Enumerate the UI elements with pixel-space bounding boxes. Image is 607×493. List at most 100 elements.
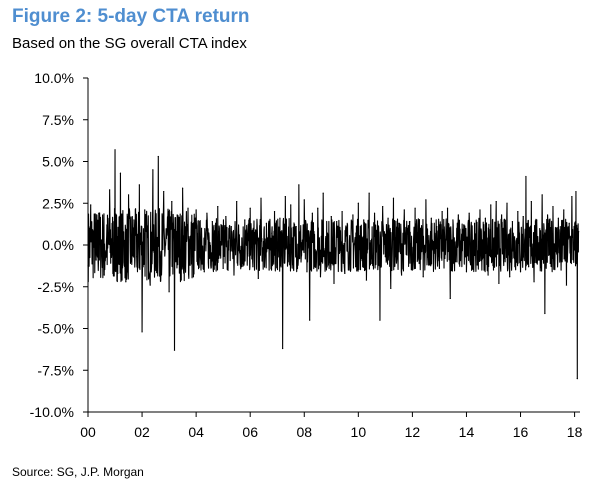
data-point <box>314 257 316 259</box>
data-point <box>546 214 549 216</box>
data-point <box>438 267 441 269</box>
data-point <box>100 239 103 241</box>
data-point <box>138 184 140 186</box>
data-point <box>171 200 173 203</box>
data-point <box>403 209 405 211</box>
data-point <box>190 242 192 244</box>
data-point <box>565 284 568 286</box>
data-point <box>346 224 349 226</box>
y-axis: 10.0% 7.5% 5.0% 2.5% 0.0% -2.5% -5.0% -7.5% -10.… <box>30 70 89 420</box>
data-point <box>268 269 270 271</box>
data-point <box>360 257 362 259</box>
data-point <box>227 249 230 251</box>
data-point <box>192 276 195 278</box>
data-point <box>428 264 430 266</box>
data-point <box>292 267 295 269</box>
data-point <box>501 214 503 216</box>
data-point <box>325 236 327 238</box>
data-point <box>419 227 422 229</box>
data-point <box>260 197 262 199</box>
y-tick-label: 10.0% <box>34 70 74 86</box>
data-point <box>163 190 165 193</box>
data-point <box>198 254 200 256</box>
data-point <box>244 219 246 221</box>
data-point <box>557 217 559 219</box>
x-tick-label: 16 <box>513 424 529 440</box>
data-point <box>319 276 322 278</box>
data-point <box>238 234 240 236</box>
data-point <box>90 204 92 206</box>
data-point <box>341 211 343 213</box>
data-point <box>122 241 124 243</box>
data-point <box>214 264 216 266</box>
data-point <box>487 274 489 276</box>
data-point <box>468 212 470 214</box>
data-point <box>287 256 289 258</box>
data-point <box>109 189 111 191</box>
data-point <box>127 194 130 196</box>
data-point <box>473 222 476 224</box>
data-point <box>495 200 497 203</box>
data-point <box>92 231 95 233</box>
data-point <box>263 251 265 253</box>
data-point <box>357 202 359 204</box>
data-point <box>414 207 416 209</box>
data-point <box>409 221 411 223</box>
data-point <box>306 271 308 273</box>
data-point <box>398 222 400 224</box>
data-point <box>149 284 151 286</box>
data-point <box>236 200 238 203</box>
data-point <box>271 232 273 234</box>
data-point <box>482 249 484 251</box>
data-point <box>179 259 181 261</box>
data-point <box>555 251 557 253</box>
x-tick-label: 02 <box>134 424 150 440</box>
data-point <box>187 207 189 209</box>
data-point <box>471 256 473 258</box>
data-point <box>436 226 438 228</box>
data-point <box>549 262 551 264</box>
data-point <box>165 237 167 239</box>
data-point <box>195 209 197 211</box>
y-tick-label: 5.0% <box>42 154 74 170</box>
data-point <box>206 212 208 214</box>
data-point <box>95 259 97 261</box>
data-point <box>225 216 227 218</box>
data-point <box>430 217 432 219</box>
data-point <box>141 331 143 333</box>
data-point <box>265 222 268 224</box>
data-point <box>152 169 154 171</box>
data-point <box>295 226 297 228</box>
data-point <box>233 274 235 276</box>
data-point <box>460 251 462 253</box>
data-point <box>457 214 459 216</box>
data-point <box>395 251 397 253</box>
chart-subtitle: Based on the SG overall CTA index <box>12 35 247 52</box>
data-point <box>333 282 335 285</box>
data-point <box>279 217 281 219</box>
x-tick-label: 08 <box>296 424 312 440</box>
data-point <box>157 155 159 158</box>
data-point <box>125 281 127 283</box>
data-point <box>490 204 492 206</box>
y-tick-label: 2.5% <box>42 195 74 211</box>
data-point <box>117 272 119 274</box>
data-point <box>111 252 113 254</box>
data-point <box>103 274 105 276</box>
data-point <box>98 212 100 214</box>
data-point <box>444 257 446 259</box>
data-point <box>219 241 222 243</box>
data-point <box>246 252 249 254</box>
data-point <box>290 204 292 206</box>
x-tick-label: 06 <box>242 424 258 440</box>
data-point <box>514 252 516 254</box>
data-point <box>209 257 211 259</box>
data-point <box>392 197 395 199</box>
data-point <box>203 271 205 273</box>
data-point <box>446 207 449 209</box>
data-point <box>114 149 116 151</box>
data-point <box>522 216 524 218</box>
data-point <box>298 184 300 186</box>
data-point <box>533 281 535 283</box>
